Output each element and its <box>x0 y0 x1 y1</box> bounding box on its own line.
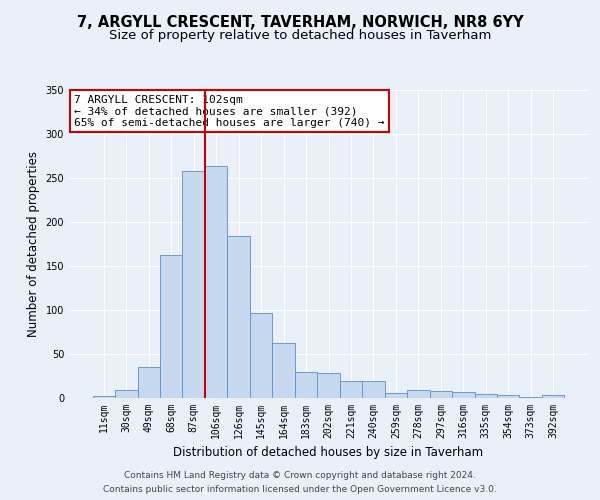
Bar <box>205 166 227 398</box>
Bar <box>520 396 542 398</box>
Bar <box>385 393 407 398</box>
Bar <box>362 381 385 398</box>
Bar <box>272 343 295 398</box>
Text: Contains HM Land Registry data © Crown copyright and database right 2024.: Contains HM Land Registry data © Crown c… <box>124 472 476 480</box>
Text: 7, ARGYLL CRESCENT, TAVERHAM, NORWICH, NR8 6YY: 7, ARGYLL CRESCENT, TAVERHAM, NORWICH, N… <box>77 15 523 30</box>
Bar <box>295 372 317 398</box>
Text: Size of property relative to detached houses in Taverham: Size of property relative to detached ho… <box>109 30 491 43</box>
Text: 7 ARGYLL CRESCENT: 102sqm
← 34% of detached houses are smaller (392)
65% of semi: 7 ARGYLL CRESCENT: 102sqm ← 34% of detac… <box>74 94 385 128</box>
Y-axis label: Number of detached properties: Number of detached properties <box>27 151 40 337</box>
Bar <box>475 394 497 398</box>
Bar <box>137 367 160 398</box>
Bar <box>497 395 520 398</box>
Bar <box>92 396 115 398</box>
Bar <box>452 392 475 398</box>
Text: Contains public sector information licensed under the Open Government Licence v3: Contains public sector information licen… <box>103 484 497 494</box>
Bar <box>317 373 340 398</box>
Bar <box>115 390 137 398</box>
Bar <box>250 313 272 398</box>
Bar <box>227 236 250 398</box>
X-axis label: Distribution of detached houses by size in Taverham: Distribution of detached houses by size … <box>173 446 484 459</box>
Bar <box>340 381 362 398</box>
Bar <box>542 395 565 398</box>
Bar <box>430 392 452 398</box>
Bar <box>182 171 205 398</box>
Bar <box>160 255 182 398</box>
Bar <box>407 390 430 398</box>
